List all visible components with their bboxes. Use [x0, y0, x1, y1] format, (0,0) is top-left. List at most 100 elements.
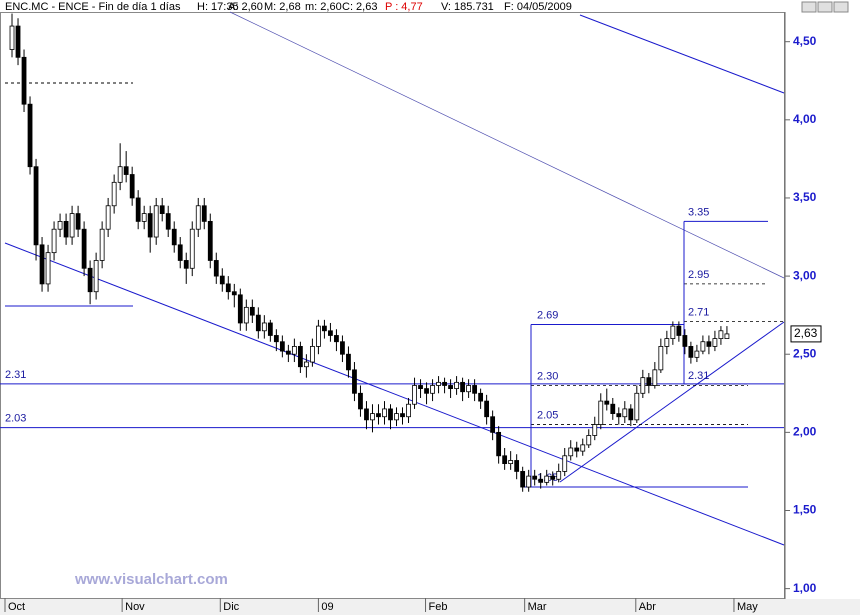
candle-body [135, 197, 141, 222]
candle-body [297, 346, 303, 368]
candle-body [460, 381, 465, 393]
candle-body [195, 205, 201, 230]
candle-body [93, 260, 99, 293]
candle-body [508, 460, 514, 465]
candle-body [598, 400, 604, 425]
candle-body [21, 56, 27, 105]
candle-body [45, 252, 51, 285]
y-tick-label: 2,50 [793, 346, 817, 360]
candle-body [652, 369, 658, 386]
candle-body [153, 205, 159, 238]
header-field: C: 2,63 [342, 1, 377, 13]
candle-body [201, 205, 207, 222]
candle-body [490, 416, 496, 433]
trendlines [4, 11, 785, 546]
trendline [559, 321, 785, 483]
candle-body [544, 475, 550, 483]
header: ENC.MC - ENCE - Fin de día 1 días H: 17:3… [5, 1, 572, 13]
candle-body [15, 25, 21, 58]
candle-body [309, 346, 315, 363]
header-field: F: 04/05/2009 [504, 1, 572, 13]
candle-body [237, 294, 243, 324]
candle-body [105, 205, 111, 230]
button-maximize[interactable] [817, 1, 833, 13]
candle-body [640, 377, 646, 394]
candle-body [219, 275, 225, 285]
candle-body [664, 338, 670, 347]
candle-body [63, 220, 69, 238]
candle-body [81, 228, 87, 269]
button-close[interactable] [833, 1, 849, 13]
x-tick-label: Feb [429, 601, 448, 613]
x-tick-label: Oct [8, 601, 25, 613]
candle-body [33, 166, 39, 246]
candle-body [712, 338, 718, 347]
candle-body [382, 408, 387, 418]
candle-body [694, 350, 700, 358]
candle-body [532, 475, 538, 480]
candle-body [388, 408, 393, 421]
candle-body [267, 322, 273, 336]
candle-body [243, 306, 249, 324]
last-price-box [790, 325, 822, 343]
candle-body [159, 205, 165, 214]
candle-body [604, 400, 610, 405]
candle-body [394, 413, 399, 421]
candle-body [406, 403, 411, 418]
candle-body [231, 291, 237, 296]
candle-body [502, 455, 508, 465]
candle-body [412, 385, 417, 405]
candle-body [538, 478, 544, 483]
candle-body [129, 174, 135, 199]
level-label: 2.31 [688, 370, 709, 382]
candle-body [688, 346, 694, 358]
y-tick-label: 4,00 [793, 112, 817, 126]
candle-body [111, 181, 117, 207]
candle-body [376, 413, 381, 418]
candle-body [718, 330, 724, 339]
candle-body [177, 244, 183, 261]
candle-body [568, 447, 574, 457]
candle-body [334, 335, 339, 343]
candle-body [436, 381, 441, 386]
candle-body [261, 322, 267, 332]
header-field: A: 2,60 [228, 1, 263, 13]
candle-body [430, 385, 435, 394]
candle-body [550, 475, 556, 480]
candle-body [478, 392, 484, 402]
candle-body [364, 408, 369, 421]
trendline [579, 14, 785, 94]
candle-body [183, 260, 189, 269]
candle-body [646, 377, 652, 386]
candle-body [51, 228, 57, 254]
candle-body [87, 267, 93, 293]
candle-body [27, 103, 33, 168]
y-tick-label: 3,50 [793, 190, 817, 204]
button-minimize[interactable] [801, 1, 817, 13]
candle-body [39, 244, 45, 285]
candle-body [346, 353, 351, 371]
candle-body [562, 455, 568, 472]
x-tick-label: Abr [639, 601, 656, 613]
level-label: 2.71 [688, 306, 709, 318]
candle-body [580, 444, 586, 452]
candle-body [370, 413, 375, 421]
candle-body [99, 228, 105, 261]
header-field: P : 4,77 [385, 1, 423, 13]
candle-body [616, 413, 622, 418]
level-label: 2.95 [688, 269, 709, 281]
candle-body [448, 385, 453, 390]
candle-body [520, 471, 526, 488]
candle-body [658, 346, 664, 371]
level-label: 3.35 [688, 206, 709, 218]
y-tick-label: 2,00 [793, 425, 817, 439]
candle-body [273, 335, 279, 343]
candle-body [291, 346, 297, 355]
x-axis-band [0, 599, 860, 615]
candle-body [724, 333, 730, 339]
candle-body [424, 388, 429, 394]
candle-body [165, 213, 171, 230]
candle-body [574, 447, 580, 452]
